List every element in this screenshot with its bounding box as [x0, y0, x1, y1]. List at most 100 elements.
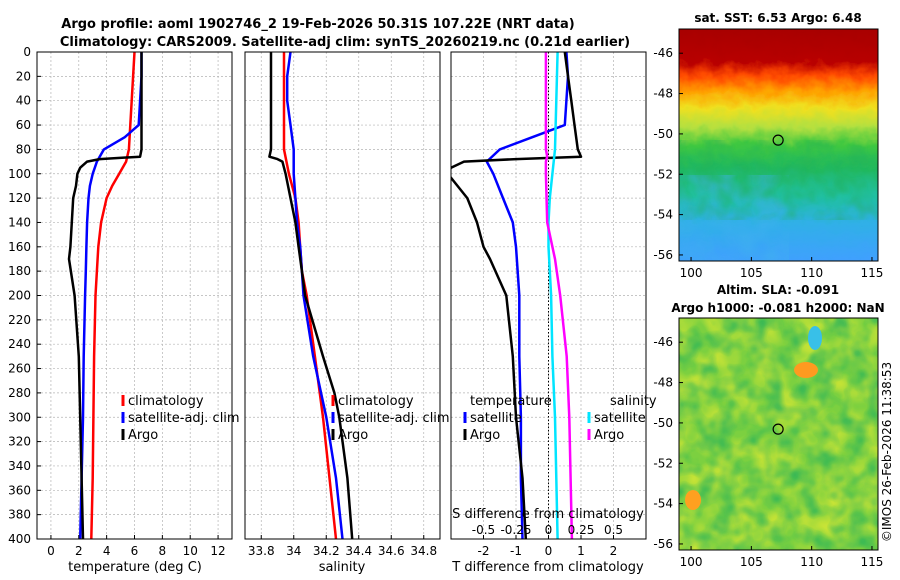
- map-y-tick-label: -46: [653, 335, 673, 349]
- x-tick-label: -2: [478, 544, 490, 558]
- t-difference-xlabel: T difference from climatology: [451, 560, 644, 575]
- series-line-argo: [268, 52, 354, 539]
- difference-legend: temperature salinity satellite Argo satellit…: [463, 394, 657, 443]
- temperature-grid: [37, 51, 232, 540]
- x-tick-label: 34: [286, 544, 301, 558]
- map-y-tick-label: -54: [653, 497, 673, 511]
- legend-label: satellite-adj. clim: [338, 411, 450, 426]
- y-tick-label: 400: [8, 532, 31, 546]
- series-line-argo: [67, 52, 143, 539]
- sst-map-frame: [678, 28, 879, 262]
- sst-map-title: sat. SST: 6.53 Argo: 6.48: [694, 11, 861, 25]
- map-x-tick-label: 100: [680, 266, 703, 280]
- difference-x-ticks: -2 -1 0 1 2: [478, 535, 618, 558]
- difference-lines: [451, 52, 583, 539]
- y-tick-label: 60: [16, 118, 31, 132]
- map-y-tick-label: -48: [653, 87, 673, 101]
- x-tick-label: 34.2: [313, 544, 340, 558]
- depth-y-ticks: 0 20 40 60 80 100 120 140 160 180 200 220 240 260 280 3…: [8, 45, 41, 546]
- series-line-t-satellite: [485, 52, 570, 539]
- s-difference-label: S difference from climatology: [452, 507, 644, 522]
- legend-title-temperature: temperature: [470, 394, 552, 409]
- y-tick-label: 280: [8, 386, 31, 400]
- x-tick-label: -1: [510, 544, 522, 558]
- x-tick-label: 0: [545, 544, 553, 558]
- map-x-tick-label: 105: [740, 266, 763, 280]
- y-tick-label: 240: [8, 337, 31, 351]
- legend-label: Argo: [470, 428, 500, 443]
- sla-cold-eddy: [808, 326, 822, 350]
- difference-panel: -2 -1 0 1 2 -0.5 -0.25 0 0.25 0.5 S difference f…: [450, 51, 657, 575]
- sla-map-frame: [678, 317, 879, 551]
- sla-map-title-line1: Altim. SLA: -0.091: [717, 283, 839, 297]
- legend-label: satellite-adj. clim: [128, 411, 240, 426]
- x-tick-label: 33.8: [248, 544, 275, 558]
- legend-label: Argo: [594, 428, 624, 443]
- y-tick-label: 160: [8, 240, 31, 254]
- series-line-satellite-adj-clim: [285, 52, 344, 539]
- y-tick-label: 260: [8, 362, 31, 376]
- temperature-lines: [67, 52, 143, 539]
- sla-argo-marker: [772, 423, 784, 435]
- x-tick-label: 2: [610, 544, 618, 558]
- map-y-tick-label: -54: [653, 208, 673, 222]
- map-y-tick-label: -50: [653, 416, 673, 430]
- map-y-tick-label: -52: [653, 167, 673, 181]
- x-tick-label: 34.8: [410, 544, 437, 558]
- map-y-tick-label: -56: [653, 248, 673, 262]
- series-line-satellite-adj-clim: [78, 52, 143, 539]
- y-tick-label: 140: [8, 215, 31, 229]
- y-tick-label: 300: [8, 410, 31, 424]
- sst-map-y-ticks: -46 -48 -50 -52 -54 -56: [653, 46, 683, 262]
- figure-title-line2: Climatology: CARS2009. Satellite-adj cli…: [60, 35, 630, 50]
- legend-label: satellite: [470, 411, 522, 426]
- y-tick-label: 180: [8, 264, 31, 278]
- series-line-s-argo: [544, 52, 574, 539]
- y-tick-label: 0: [23, 45, 31, 59]
- legend-title-salinity: salinity: [610, 394, 657, 409]
- map-y-tick-label: -52: [653, 456, 673, 470]
- salinity-panel: 33.8 34 34.2 34.4 34.6 34.8 salinity climatol…: [244, 51, 450, 575]
- temperature-x-ticks: 0 2 4 6 8 10 12: [47, 535, 226, 558]
- y-tick-label: 320: [8, 435, 31, 449]
- y-tick-label: 200: [8, 289, 31, 303]
- map-y-tick-label: -48: [653, 376, 673, 390]
- sst-argo-marker: [772, 134, 784, 146]
- y-tick-label: 340: [8, 459, 31, 473]
- x-tick-label: 6: [131, 544, 139, 558]
- y-tick-label: 40: [16, 94, 31, 108]
- legend-label: Argo: [338, 428, 368, 443]
- series-line-s-satellite: [547, 52, 559, 539]
- sst-map-image: [679, 29, 878, 261]
- s-difference-ticks: -0.5 -0.25 0 0.25 0.5: [472, 523, 623, 537]
- temperature-xlabel: temperature (deg C): [68, 560, 202, 575]
- map-y-tick-label: -56: [653, 537, 673, 551]
- legend-label: climatology: [128, 394, 204, 409]
- sst-green-patch: [679, 140, 878, 220]
- y-tick-label: 100: [8, 167, 31, 181]
- series-line-t-argo: [451, 52, 583, 539]
- x-tick-label: 12: [210, 544, 225, 558]
- map-x-tick-label: 100: [680, 555, 703, 569]
- series-line-climatology: [282, 52, 338, 539]
- x-tick-label: 34.6: [378, 544, 405, 558]
- sla-warm-eddy-2: [685, 490, 701, 510]
- sst-map-x-ticks: 100 105 110 115: [680, 257, 884, 280]
- salinity-lines: [268, 52, 354, 539]
- x-tick-label: 10: [183, 544, 198, 558]
- sla-warm-eddy: [794, 362, 818, 378]
- map-x-tick-label: 110: [800, 555, 823, 569]
- s-tick-label: 0.5: [604, 523, 623, 537]
- s-tick-label: -0.25: [500, 523, 531, 537]
- sla-map-title-line2: Argo h1000: -0.081 h2000: NaN: [671, 301, 884, 315]
- x-tick-label: 2: [75, 544, 83, 558]
- temperature-panel: 0 2 4 6 8 10 12 0 20 40 60 80 100 120 140 160 180 200 220…: [8, 45, 240, 575]
- y-tick-label: 380: [8, 508, 31, 522]
- map-x-tick-label: 115: [861, 266, 884, 280]
- sla-map-image: [679, 318, 878, 550]
- sla-map-panel: Altim. SLA: -0.091 Argo h1000: -0.081 h2…: [653, 283, 884, 569]
- salinity-legend: climatology satellite-adj. clim Argo: [331, 394, 450, 443]
- s-tick-label: 0.25: [568, 523, 595, 537]
- y-tick-label: 120: [8, 191, 31, 205]
- y-tick-label: 80: [16, 142, 31, 156]
